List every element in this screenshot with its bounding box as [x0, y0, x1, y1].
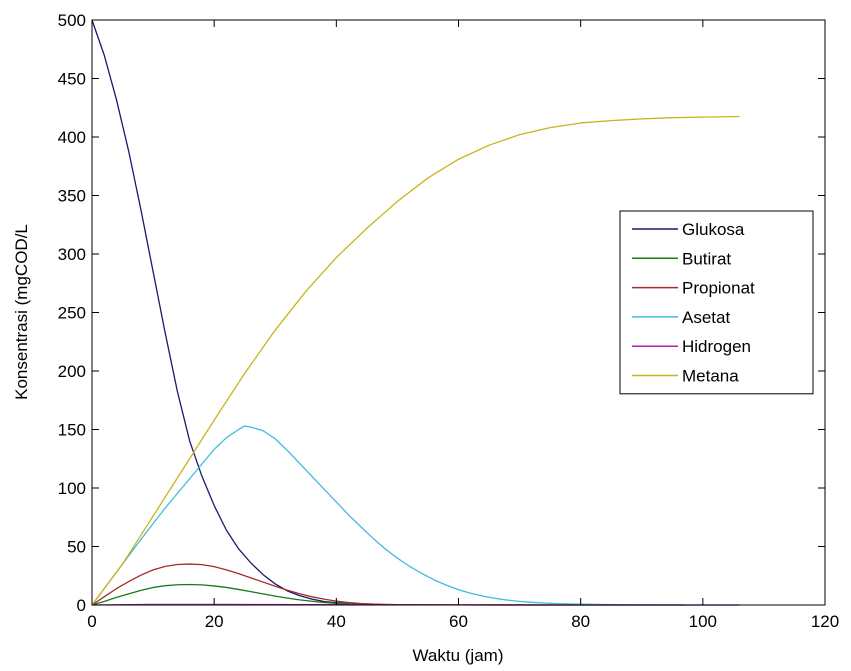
y-tick-label: 100: [58, 479, 86, 498]
y-tick-label: 250: [58, 304, 86, 323]
legend: Glukosa Butirat Propionat Asetat Hidrogen Met…: [619, 210, 814, 395]
x-tick-label: 80: [571, 612, 590, 631]
legend-label-glukosa: Glukosa: [682, 220, 745, 239]
y-tick-label: 450: [58, 70, 86, 89]
legend-label-hidrogen: Hidrogen: [682, 337, 751, 356]
x-tick-label: 40: [327, 612, 346, 631]
legend-label-metana: Metana: [682, 367, 739, 386]
legend-label-propionat: Propionat: [682, 279, 755, 298]
y-tick-label: 350: [58, 187, 86, 206]
y-tick-label: 500: [58, 11, 86, 30]
x-tick-label: 100: [689, 612, 717, 631]
y-tick-label: 50: [67, 538, 86, 557]
x-tick-label: 0: [87, 612, 96, 631]
legend-label-asetat: Asetat: [682, 308, 730, 327]
series-line-butirat: [91, 583, 373, 606]
series-line-asetat: [91, 425, 740, 606]
legend-box: [619, 210, 814, 395]
y-tick-label: 200: [58, 362, 86, 381]
y-tick-label: 400: [58, 128, 86, 147]
series-line-propionat: [91, 563, 685, 606]
series-layer: [91, 19, 740, 606]
legend-label-butirat: Butirat: [682, 249, 731, 268]
y-tick-label: 300: [58, 245, 86, 264]
series-line-glukosa: [91, 19, 367, 606]
y-tick-label: 150: [58, 421, 86, 440]
y-axis-label: Konsentrasi (mgCOD/L: [12, 224, 31, 400]
series-line-metana: [91, 115, 740, 606]
y-tick-label: 0: [77, 596, 86, 615]
x-tick-label: 20: [205, 612, 224, 631]
x-tick-label: 120: [811, 612, 839, 631]
x-axis-label: Waktu (jam): [413, 646, 504, 665]
x-tick-label: 60: [449, 612, 468, 631]
tick-layer: 0 20 40 60 80 100 120 0 50 100 150 200 250 300 350 400 4…: [58, 11, 840, 631]
